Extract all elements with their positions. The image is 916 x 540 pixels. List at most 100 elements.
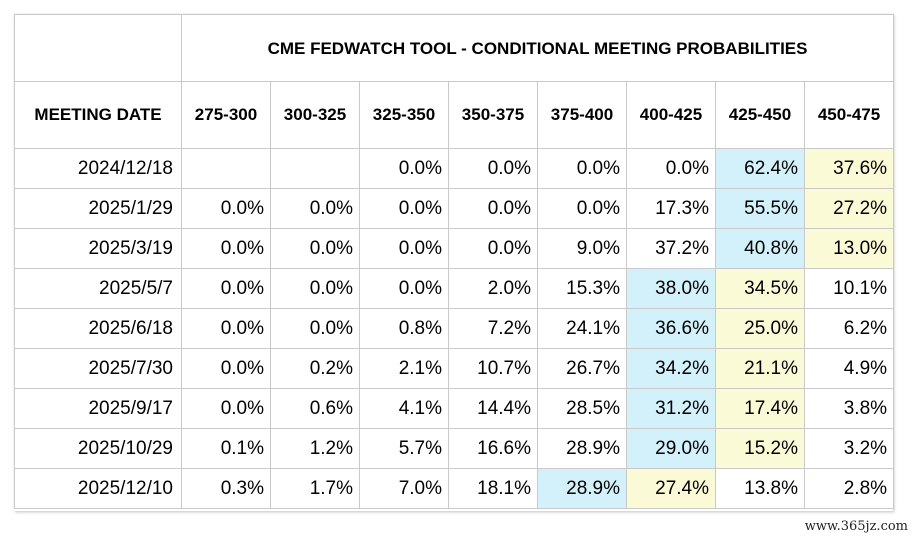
- meeting-date-cell: 2025/1/29: [14, 188, 182, 229]
- probability-cell: 62.4%: [715, 148, 805, 189]
- probability-cell: 15.2%: [715, 428, 805, 469]
- probability-cell: 55.5%: [715, 188, 805, 229]
- probability-cell: 3.2%: [803, 428, 895, 469]
- probability-cell: 0.0%: [359, 148, 449, 189]
- probability-cell: 14.4%: [448, 388, 538, 429]
- probability-cell: 17.3%: [626, 188, 716, 229]
- probability-cell: 34.5%: [715, 268, 805, 309]
- probability-cell: 26.7%: [537, 348, 627, 389]
- probability-cell: 0.0%: [448, 228, 538, 269]
- watermark: www.365jz.com: [804, 519, 908, 534]
- meeting-date-cell: 2024/12/18: [14, 148, 182, 189]
- meeting-date-cell: 2025/6/18: [14, 308, 182, 349]
- probability-cell: 7.0%: [359, 468, 449, 509]
- probability-cell: 28.5%: [537, 388, 627, 429]
- probability-cell: 2.8%: [803, 468, 895, 509]
- probability-cell: 27.4%: [626, 468, 716, 509]
- probability-cell: 0.0%: [537, 188, 627, 229]
- probability-cell: 4.1%: [359, 388, 449, 429]
- range-header: 425-450: [715, 81, 805, 149]
- probability-cell: 29.0%: [626, 428, 716, 469]
- probability-cell: 13.0%: [803, 228, 895, 269]
- table-row: 2025/10/29 0.1% 1.2% 5.7% 16.6% 28.9% 29.0% 15.…: [14, 428, 895, 469]
- probability-cell: 10.7%: [448, 348, 538, 389]
- probability-cell: 37.6%: [803, 148, 895, 189]
- probability-cell: 0.0%: [181, 388, 271, 429]
- probability-cell: 25.0%: [715, 308, 805, 349]
- table-title: CME FEDWATCH TOOL - CONDITIONAL MEETING …: [180, 14, 895, 82]
- probability-cell: 6.2%: [803, 308, 895, 349]
- probability-cell: 15.3%: [537, 268, 627, 309]
- probability-cell: 36.6%: [626, 308, 716, 349]
- meeting-date-cell: 2025/7/30: [14, 348, 182, 389]
- meeting-date-cell: 2025/10/29: [14, 428, 182, 469]
- range-header: 375-400: [537, 81, 627, 149]
- probability-cell: [181, 148, 271, 189]
- probability-cell: 9.0%: [537, 228, 627, 269]
- probability-cell: 0.0%: [181, 348, 271, 389]
- probability-cell: 0.2%: [270, 348, 360, 389]
- probability-cell: 0.0%: [181, 308, 271, 349]
- probability-cell: 17.4%: [715, 388, 805, 429]
- probability-cell: 0.3%: [181, 468, 271, 509]
- table-row: 2025/1/29 0.0% 0.0% 0.0% 0.0% 0.0% 17.3% 55.5% 2…: [14, 188, 895, 229]
- probability-cell: 0.0%: [537, 148, 627, 189]
- probability-cell: 0.0%: [359, 268, 449, 309]
- probability-cell: 27.2%: [803, 188, 895, 229]
- probability-cell: 16.6%: [448, 428, 538, 469]
- probability-cell: 28.9%: [537, 468, 627, 509]
- title-row: CME FEDWATCH TOOL - CONDITIONAL MEETING …: [14, 14, 895, 82]
- probability-cell: 0.0%: [270, 308, 360, 349]
- corner-cell: [14, 14, 182, 82]
- probability-cell: 1.7%: [270, 468, 360, 509]
- range-header: 450-475: [803, 81, 895, 149]
- probability-cell: 10.1%: [803, 268, 895, 309]
- probability-table: CME FEDWATCH TOOL - CONDITIONAL MEETING …: [14, 14, 895, 509]
- header-row: MEETING DATE 275-300 300-325 325-350 350-37…: [14, 81, 895, 149]
- probability-cell: 40.8%: [715, 228, 805, 269]
- table-row: 2024/12/18 0.0% 0.0% 0.0% 0.0% 62.4% 37.6%: [14, 148, 895, 189]
- probability-cell: 0.0%: [181, 188, 271, 229]
- probability-cell: 28.9%: [537, 428, 627, 469]
- meeting-date-cell: 2025/3/19: [14, 228, 182, 269]
- probability-cell: 21.1%: [715, 348, 805, 389]
- probability-cell: [270, 148, 360, 189]
- probability-cell: 38.0%: [626, 268, 716, 309]
- probability-cell: 0.0%: [270, 188, 360, 229]
- probability-cell: 0.0%: [181, 268, 271, 309]
- probability-cell: 37.2%: [626, 228, 716, 269]
- probability-cell: 0.0%: [270, 268, 360, 309]
- probability-cell: 24.1%: [537, 308, 627, 349]
- probability-cell: 2.0%: [448, 268, 538, 309]
- probability-cell: 0.6%: [270, 388, 360, 429]
- probability-cell: 31.2%: [626, 388, 716, 429]
- table-row: 2025/3/19 0.0% 0.0% 0.0% 0.0% 9.0% 37.2% 40.8% 1…: [14, 228, 895, 269]
- range-header: 325-350: [359, 81, 449, 149]
- probability-cell: 0.0%: [181, 228, 271, 269]
- table-row: 2025/6/18 0.0% 0.0% 0.8% 7.2% 24.1% 36.6% 25.0%…: [14, 308, 895, 349]
- probability-cell: 0.8%: [359, 308, 449, 349]
- table-row: 2025/7/30 0.0% 0.2% 2.1% 10.7% 26.7% 34.2% 21.1…: [14, 348, 895, 389]
- probability-cell: 0.0%: [448, 188, 538, 229]
- probability-cell: 1.2%: [270, 428, 360, 469]
- probability-cell: 2.1%: [359, 348, 449, 389]
- range-header: 350-375: [448, 81, 538, 149]
- probability-cell: 3.8%: [803, 388, 895, 429]
- probability-cell: 0.0%: [626, 148, 716, 189]
- probability-cell: 7.2%: [448, 308, 538, 349]
- meeting-date-header: MEETING DATE: [14, 81, 182, 149]
- table-row: 2025/9/17 0.0% 0.6% 4.1% 14.4% 28.5% 31.2% 17.4…: [14, 388, 895, 429]
- fedwatch-table-frame: CME FEDWATCH TOOL - CONDITIONAL MEETING …: [14, 14, 895, 511]
- range-header: 400-425: [626, 81, 716, 149]
- probability-cell: 18.1%: [448, 468, 538, 509]
- table-row: 2025/5/7 0.0% 0.0% 0.0% 2.0% 15.3% 38.0% 34.5% 1…: [14, 268, 895, 309]
- probability-cell: 13.8%: [715, 468, 805, 509]
- probability-cell: 0.0%: [270, 228, 360, 269]
- range-header: 275-300: [181, 81, 271, 149]
- probability-cell: 4.9%: [803, 348, 895, 389]
- probability-cell: 0.0%: [359, 188, 449, 229]
- range-header: 300-325: [270, 81, 360, 149]
- probability-cell: 0.1%: [181, 428, 271, 469]
- probability-cell: 0.0%: [359, 228, 449, 269]
- probability-cell: 5.7%: [359, 428, 449, 469]
